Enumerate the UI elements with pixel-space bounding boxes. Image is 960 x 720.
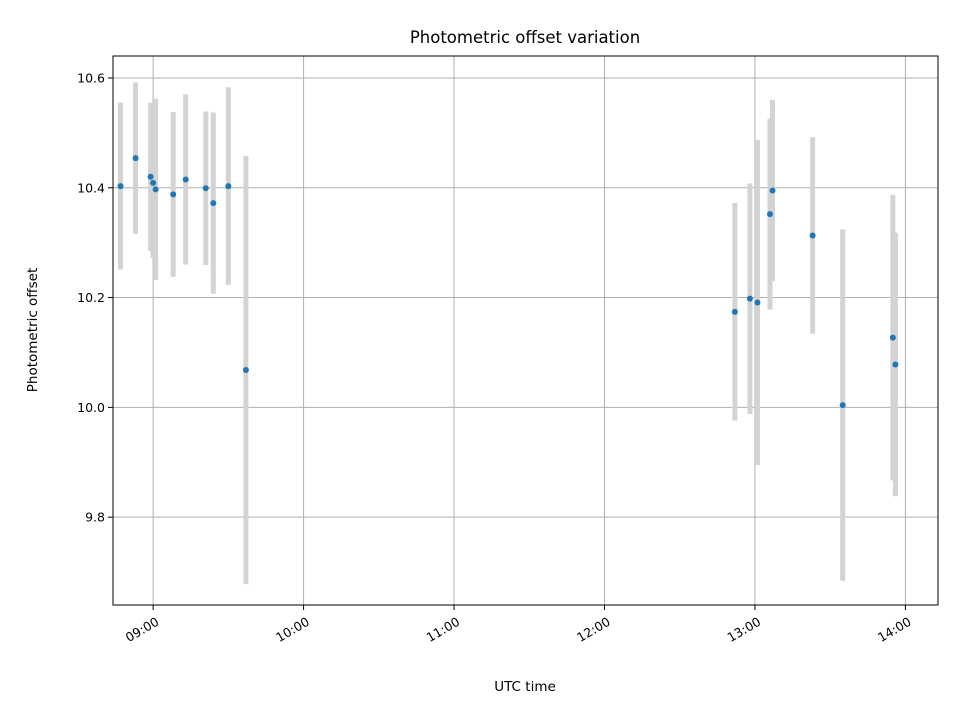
data-point (152, 186, 159, 193)
x-axis-label: UTC time (494, 679, 556, 695)
y-tick-label: 10.4 (77, 180, 105, 195)
chart-title: Photometric offset variation (410, 28, 640, 47)
data-points (117, 155, 899, 409)
data-point (132, 155, 139, 162)
data-point (766, 211, 773, 218)
y-tick-label: 10.6 (77, 70, 105, 85)
data-point (809, 232, 816, 239)
data-point (147, 173, 154, 180)
data-point (731, 308, 738, 315)
data-point (210, 200, 217, 207)
data-point (889, 334, 896, 341)
data-point (150, 179, 157, 186)
data-point (746, 295, 753, 302)
grid (113, 56, 938, 605)
data-point (754, 299, 761, 306)
data-point (182, 176, 189, 183)
data-point (117, 183, 124, 190)
y-tick-label: 10.0 (77, 400, 105, 415)
data-point (839, 402, 846, 409)
y-axis-label: Photometric offset (25, 268, 41, 392)
y-tick-label: 10.2 (77, 290, 105, 305)
y-axis-ticks: 9.8 10.0 10.2 10.4 10.6 (77, 70, 113, 525)
data-point (225, 183, 232, 190)
plot-frame (112, 55, 939, 606)
data-point (242, 367, 249, 374)
data-point (892, 361, 899, 368)
data-point (769, 187, 776, 194)
y-tick-label: 9.8 (85, 510, 105, 525)
data-point (170, 191, 177, 198)
data-point (202, 185, 209, 192)
